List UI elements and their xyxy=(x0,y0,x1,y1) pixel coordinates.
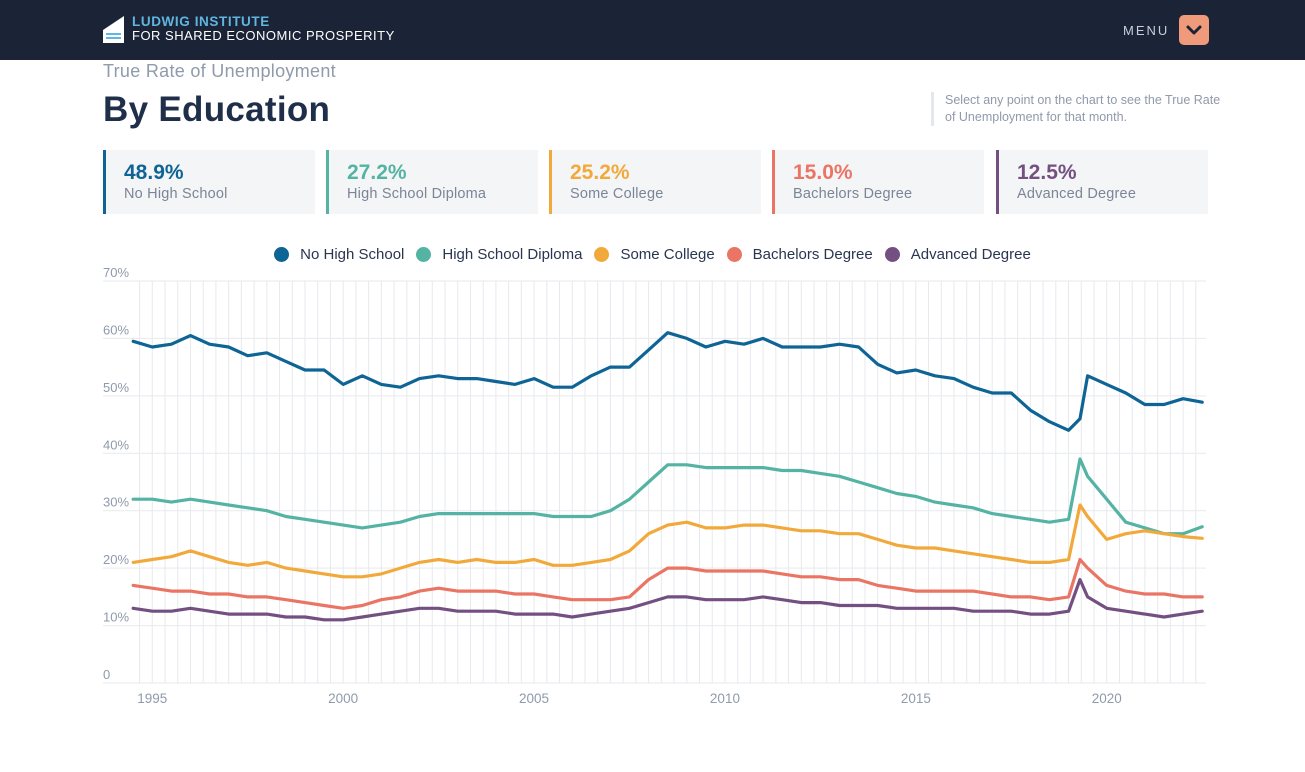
legend-dot xyxy=(884,247,900,262)
menu-button[interactable] xyxy=(1179,15,1209,45)
legend-dot xyxy=(726,247,742,262)
x-tick-label: 2020 xyxy=(1092,691,1122,706)
chart-legend: No High School High School Diploma Some … xyxy=(0,246,1305,263)
chart-hint-text: Select any point on the chart to see the… xyxy=(931,92,1225,126)
y-tick-label: 10% xyxy=(103,610,129,625)
y-tick-label: 0 xyxy=(103,667,110,682)
legend-label: No High School xyxy=(300,246,405,263)
flag-logo-icon[interactable] xyxy=(103,16,124,43)
y-tick-label: 30% xyxy=(103,495,129,510)
page-subtitle: True Rate of Unemployment xyxy=(103,61,336,81)
y-tick-label: 50% xyxy=(103,380,129,395)
card-value: 48.9% xyxy=(124,161,184,184)
summary-card-high-school-diploma: 27.2% High School Diploma xyxy=(326,150,538,214)
card-label: Advanced Degree xyxy=(1017,186,1137,202)
menu-label[interactable]: MENU xyxy=(1123,23,1170,38)
legend-dot xyxy=(416,247,432,262)
legend-label: Some College xyxy=(620,246,715,263)
brand-line-2: FOR SHARED ECONOMIC PROSPERITY xyxy=(132,28,395,43)
brand-wordmark[interactable]: LUDWIG INSTITUTE FOR SHARED ECONOMIC PRO… xyxy=(132,15,395,43)
y-tick-label: 70% xyxy=(103,265,129,280)
card-value: 12.5% xyxy=(1017,161,1077,184)
series-line-high-school-diploma[interactable] xyxy=(131,457,1204,536)
x-tick-label: 1995 xyxy=(137,691,167,706)
legend-item-some-college[interactable]: Some College xyxy=(594,246,715,263)
x-tick-label: 2015 xyxy=(901,691,931,706)
card-value: 15.0% xyxy=(793,161,853,184)
y-tick-label: 20% xyxy=(103,552,129,567)
y-tick-label: 40% xyxy=(103,437,129,452)
x-tick-label: 2000 xyxy=(328,691,358,706)
legend-label: Bachelors Degree xyxy=(752,246,873,263)
legend-dot xyxy=(274,247,290,262)
summary-card-advanced-degree: 12.5% Advanced Degree xyxy=(996,150,1208,214)
legend-item-high-school-diploma[interactable]: High School Diploma xyxy=(416,246,582,263)
series-line-advanced-degree[interactable] xyxy=(131,578,1204,622)
series-line-bachelors-degree[interactable] xyxy=(131,557,1204,610)
legend-label: High School Diploma xyxy=(442,246,583,263)
card-label: High School Diploma xyxy=(347,186,487,202)
summary-card-some-college: 25.2% Some College xyxy=(549,150,761,214)
card-value: 27.2% xyxy=(347,161,407,184)
card-label: Some College xyxy=(570,186,664,202)
summary-card-no-high-school: 48.9% No High School xyxy=(103,150,315,214)
series-line-some-college[interactable] xyxy=(131,503,1204,579)
legend-label: Advanced Degree xyxy=(910,246,1031,263)
brand-line-1: LUDWIG INSTITUTE xyxy=(132,14,270,29)
x-tick-label: 2010 xyxy=(710,691,740,706)
series-line-no-high-school[interactable] xyxy=(131,331,1204,432)
top-navigation-bar: LUDWIG INSTITUTE FOR SHARED ECONOMIC PRO… xyxy=(0,0,1305,60)
x-tick-label: 2005 xyxy=(519,691,549,706)
legend-dot xyxy=(594,247,610,262)
legend-item-advanced-degree[interactable]: Advanced Degree xyxy=(884,246,1031,263)
summary-card-bachelors-degree: 15.0% Bachelors Degree xyxy=(772,150,984,214)
y-tick-label: 60% xyxy=(103,322,129,337)
page-title: By Education xyxy=(103,90,331,129)
card-label: Bachelors Degree xyxy=(793,186,913,202)
legend-item-no-high-school[interactable]: No High School xyxy=(274,246,404,263)
chevron-down-icon xyxy=(1186,25,1202,35)
card-value: 25.2% xyxy=(570,161,630,184)
card-label: No High School xyxy=(124,186,228,202)
legend-item-bachelors-degree[interactable]: Bachelors Degree xyxy=(726,246,873,263)
